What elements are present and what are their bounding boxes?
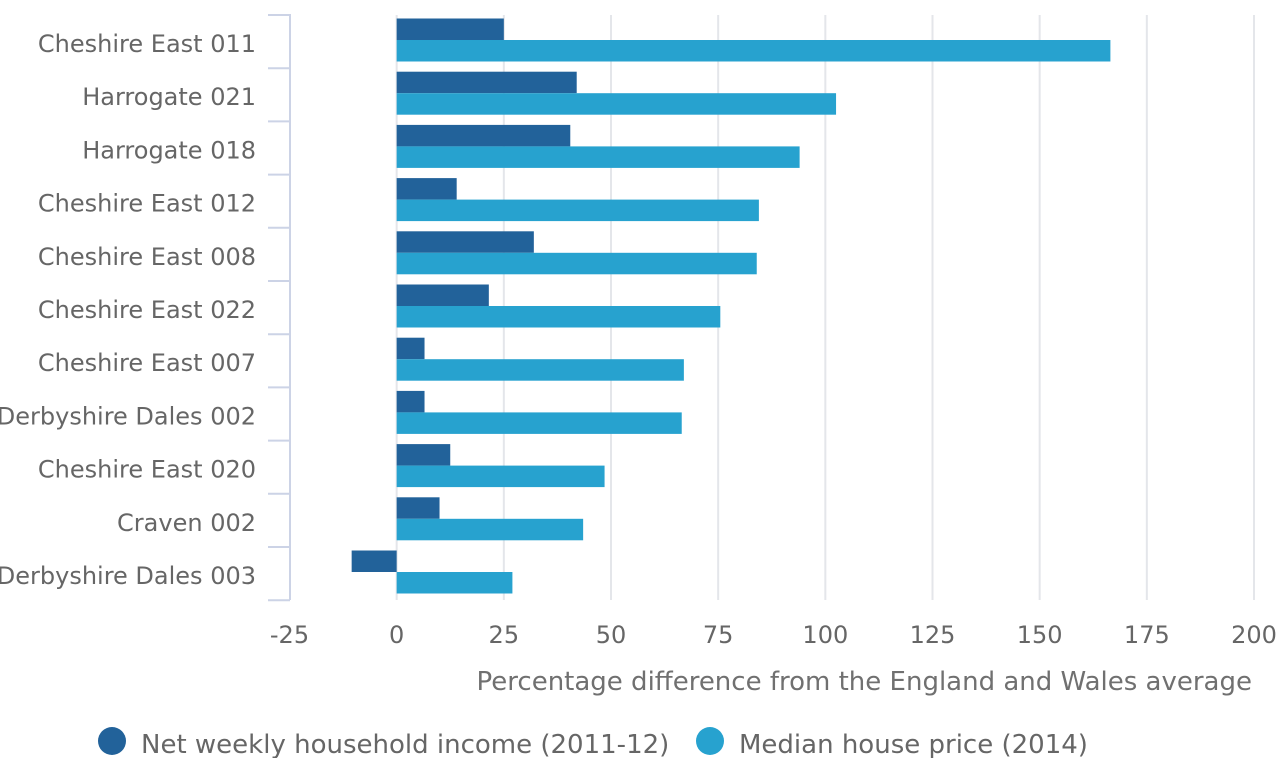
x-tick-label: 200 [1231,621,1277,649]
x-tick-label: 50 [596,621,627,649]
bar-income [396,337,425,360]
x-tick-label: 25 [489,621,520,649]
category-label: Harrogate 021 [82,83,256,111]
legend-item-house-price: Median house price (2014) [696,727,1088,760]
legend-marker [696,727,724,755]
bar-income [396,231,534,253]
category-label: Derbyshire Dales 003 [0,562,256,590]
bar-house-price [396,465,605,488]
category-label: Cheshire East 012 [38,190,256,218]
x-tick-label: 100 [802,621,848,649]
bar-house-price [396,199,759,222]
category-label: Cheshire East 022 [38,296,256,324]
legend-marker [98,727,126,755]
bar-house-price [396,359,684,381]
x-tick-label: 150 [1017,621,1063,649]
category-label: Harrogate 018 [82,136,256,164]
x-axis-title: Percentage difference from the England a… [477,667,1252,697]
bar-house-price [396,412,682,434]
category-label: Cheshire East 007 [38,349,256,377]
legend: Net weekly household income (2011-12) Med… [98,727,1088,760]
bar-house-price [396,306,721,328]
x-tick-label: -25 [270,621,309,649]
bar-income [396,124,571,147]
bar-house-price [396,572,513,594]
bar-income [396,444,451,466]
x-tick-label: 0 [389,621,404,649]
category-label: Cheshire East 011 [38,30,256,58]
bar-house-price [396,93,837,115]
category-labels: Cheshire East 011 Harrogate 021 Harrogate … [0,30,256,590]
bar-house-price [396,252,757,275]
bar-income [396,71,577,94]
legend-label: Net weekly household income (2011-12) [141,730,669,758]
category-label: Cheshire East 020 [38,456,256,484]
bar-income [396,497,440,519]
bars [351,18,1111,594]
bar-income [396,178,457,200]
x-tick-label: 175 [1124,621,1170,649]
x-tick-label: 75 [703,621,734,649]
bar-income [396,18,504,40]
x-tick-label: 125 [910,621,956,649]
category-label: Derbyshire Dales 002 [0,402,256,430]
bar-income [351,550,397,572]
bar-house-price [396,40,1111,62]
x-tick-labels: -25 0 25 50 75 100 125 150 175 200 [270,621,1277,649]
category-label: Cheshire East 008 [38,243,256,271]
category-label: Craven 002 [117,509,256,537]
y-axis [268,14,291,602]
bar-income [396,284,489,306]
bar-house-price [396,518,584,541]
bar-income [396,390,425,413]
bar-house-price [396,146,800,168]
legend-item-income: Net weekly household income (2011-12) [98,727,669,760]
legend-label: Median house price (2014) [739,730,1088,758]
